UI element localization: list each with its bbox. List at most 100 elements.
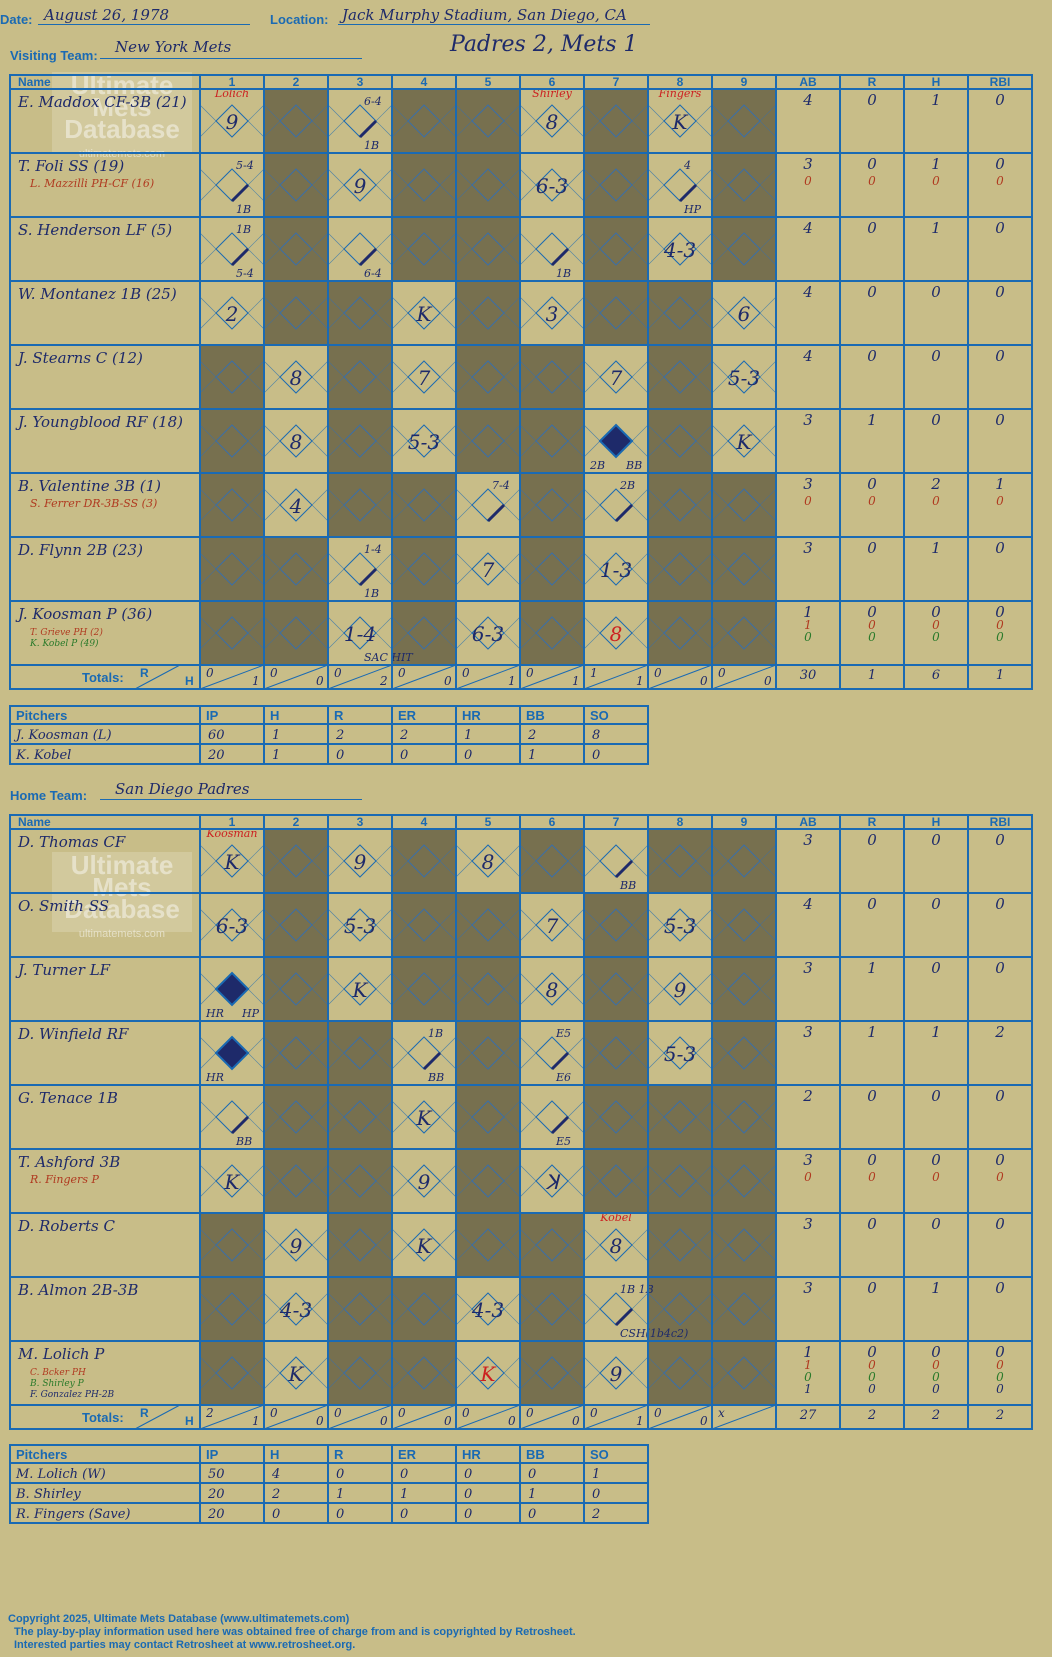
play-result: 5-3 — [344, 914, 376, 938]
base-diamond — [727, 908, 761, 942]
base-diamond — [343, 1356, 377, 1390]
base-diamond — [407, 168, 441, 202]
cell-guide — [647, 296, 665, 314]
cell-guide — [631, 568, 649, 586]
cell-guide — [759, 360, 777, 378]
substitute-name: T. Grieve PH (2) — [30, 627, 103, 638]
cell-guide — [583, 504, 601, 522]
inning-shade — [328, 1213, 392, 1277]
cell-guide — [375, 248, 393, 266]
play-result: K — [352, 978, 369, 1002]
cell-guide — [695, 972, 713, 990]
cell-guide — [583, 1164, 601, 1182]
cell-guide — [391, 972, 409, 990]
base-diamond — [215, 1292, 249, 1326]
cell-guide — [647, 1180, 665, 1198]
base-diamond — [279, 552, 313, 586]
inning-shade — [712, 957, 776, 1021]
cell-guide — [695, 1228, 713, 1246]
cell-guide — [391, 184, 409, 202]
inning-runs: 0 — [718, 666, 726, 680]
base-diamond — [215, 168, 249, 202]
cell-guide — [455, 552, 473, 570]
play-result: 7 — [482, 558, 495, 582]
inning-shade — [328, 281, 392, 345]
batter-name: S. Henderson LF (5) — [18, 221, 172, 239]
base-diamond — [535, 424, 569, 458]
totals-slash — [263, 664, 329, 690]
cell-guide — [391, 248, 409, 266]
cell-guide — [519, 988, 537, 1006]
pitcher-stat: 1 — [336, 1487, 344, 1502]
inning-shade — [200, 1341, 264, 1405]
cell-guide — [503, 248, 521, 266]
cell-guide — [263, 376, 281, 394]
column-header: H — [932, 75, 941, 89]
cell-guide — [375, 424, 393, 442]
base-diamond — [727, 616, 761, 650]
cell-guide — [711, 1372, 729, 1390]
totals-slash — [711, 664, 777, 690]
play-result: 9 — [674, 978, 687, 1002]
batter-stat: 1 — [931, 1023, 941, 1041]
cell-guide — [263, 1228, 281, 1246]
batter-stat: 3 — [803, 475, 813, 493]
cell-guide — [519, 360, 537, 378]
base-diamond — [279, 424, 313, 458]
base-diamond — [471, 616, 505, 650]
hit-line — [550, 1115, 570, 1135]
cell-guide — [567, 860, 585, 878]
pitcher-stat: 1 — [464, 728, 472, 743]
play-note: 4 — [683, 159, 691, 172]
cell-guide — [583, 232, 601, 250]
pitcher-stat: 0 — [464, 1467, 472, 1482]
cell-guide — [263, 168, 281, 186]
cell-guide — [583, 1244, 601, 1262]
inning-runs: 0 — [270, 1406, 278, 1420]
cell-guide — [647, 168, 665, 186]
base-diamond — [471, 424, 505, 458]
inning-hits: 0 — [700, 1414, 708, 1428]
base-diamond — [215, 488, 249, 522]
cell-guide — [455, 972, 473, 990]
cell-guide — [759, 104, 777, 122]
base-diamond — [471, 1228, 505, 1262]
base-diamond — [535, 1164, 569, 1198]
base-diamond — [407, 488, 441, 522]
base-diamond — [599, 232, 633, 266]
play-result: K — [416, 1106, 433, 1130]
inning-shade — [200, 345, 264, 409]
pitcher-stat: 0 — [464, 748, 472, 763]
base-diamond — [663, 1228, 697, 1262]
inning-shade — [264, 601, 328, 665]
cell-guide — [455, 860, 473, 878]
cell-guide — [263, 184, 281, 202]
cell-guide — [519, 972, 537, 990]
batter-stat: 4 — [802, 283, 813, 301]
cell-guide — [199, 1292, 217, 1310]
cell-guide — [199, 376, 217, 394]
footer-copyright: Copyright 2025, Ultimate Mets Database (… — [8, 1613, 350, 1625]
cell-guide — [311, 1100, 329, 1118]
cell-guide — [263, 1036, 281, 1054]
cell-guide — [519, 1100, 537, 1118]
inning-shade — [456, 1021, 520, 1085]
totals-slash — [583, 664, 649, 690]
batter-stat: 0 — [996, 630, 1004, 644]
batter-stat: 0 — [995, 1279, 1005, 1297]
hit-line — [614, 1307, 634, 1327]
cell-guide — [695, 1164, 713, 1182]
pitcher-header: SO — [590, 708, 609, 723]
cell-guide — [247, 972, 265, 990]
cell-guide — [695, 1308, 713, 1326]
base-diamond — [407, 552, 441, 586]
cell-guide — [695, 376, 713, 394]
base-diamond — [535, 296, 569, 330]
base-diamond — [727, 1228, 761, 1262]
inning-shade — [712, 537, 776, 601]
cell-guide — [647, 632, 665, 650]
cell-guide — [503, 104, 521, 122]
cell-guide — [759, 1164, 777, 1182]
hit-line — [486, 503, 506, 523]
grid-border — [9, 74, 1033, 690]
